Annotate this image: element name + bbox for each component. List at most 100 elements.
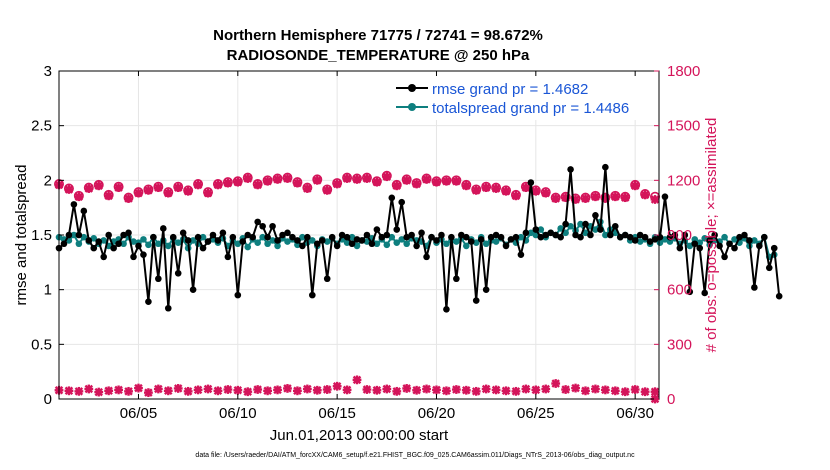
rmse-point — [547, 229, 555, 237]
rmse-point — [567, 166, 574, 173]
obs-assimilated-point — [432, 385, 441, 395]
obs-assimilated-point — [223, 178, 233, 188]
obs-assimilated-point — [650, 195, 660, 204]
totalspread-point — [453, 238, 460, 245]
rmse-point — [736, 233, 743, 241]
obs-assimilated-point — [94, 387, 104, 397]
rmse-point — [696, 244, 704, 252]
obs-assimilated-point — [84, 184, 94, 193]
rmse-point — [691, 240, 699, 248]
obs-assimilated-point — [144, 185, 153, 195]
obs-assimilated-point — [312, 385, 322, 395]
totalspread-point — [527, 229, 535, 237]
y-left-tick-label: 0 — [44, 391, 52, 408]
rmse-point — [130, 253, 137, 261]
rmse-point — [219, 229, 227, 237]
totalspread-point — [517, 233, 525, 241]
rmse-point — [244, 231, 252, 239]
totalspread-point — [636, 238, 644, 245]
series-obs-assimilated — [54, 172, 660, 204]
rmse-point — [582, 220, 589, 228]
totalspread-point — [721, 233, 728, 241]
totalspread-point — [100, 237, 108, 244]
rmse-point — [214, 237, 222, 244]
rmse-point — [706, 237, 713, 244]
rmse-point — [323, 275, 331, 283]
obs-assimilated-point — [392, 386, 402, 396]
totalspread-point — [80, 233, 88, 241]
totalspread-point — [383, 241, 391, 249]
obs-assimilated-point — [124, 194, 133, 203]
rmse-point — [150, 233, 157, 241]
obs-assimilated-point — [581, 386, 590, 396]
obs-assimilated-point — [233, 385, 243, 395]
data-file-footer: data file: /Users/raeder/DAI/ATM_forcXX/… — [195, 452, 635, 459]
obs-assimilated-point — [551, 379, 561, 388]
totalspread-point — [661, 236, 669, 243]
rmse-point — [403, 233, 410, 241]
totalspread-point — [120, 240, 127, 248]
rmse-point — [229, 233, 237, 241]
totalspread-point — [353, 242, 361, 250]
rmse-point — [731, 244, 738, 252]
rmse-point — [115, 240, 122, 248]
rmse-point — [204, 238, 212, 245]
totalspread-point — [174, 239, 182, 246]
rmse-point — [562, 220, 569, 228]
rmse-point — [388, 194, 396, 202]
legend-label-spread: totalspread grand pr = 1.4486 — [432, 100, 629, 117]
rmse-point — [100, 253, 108, 261]
totalspread-point — [189, 237, 197, 244]
rmse-point — [179, 229, 187, 237]
rmse-point — [656, 233, 664, 241]
totalspread-point — [482, 240, 490, 248]
rmse-point — [527, 179, 535, 186]
obs-assimilated-point — [442, 176, 451, 186]
obs-assimilated-point — [362, 385, 372, 394]
obs-assimilated-point — [402, 175, 412, 185]
obs-assimilated-point — [233, 177, 243, 187]
y-right-tick-label: 600 — [667, 282, 692, 299]
obs-assimilated-point — [293, 386, 302, 396]
rmse-point — [160, 225, 167, 232]
obs-assimilated-point — [332, 381, 342, 391]
rmse-point — [775, 292, 783, 300]
rmse-point — [259, 222, 266, 230]
legend-marker-spread — [408, 103, 416, 111]
rmse-point — [477, 236, 485, 243]
obs-assimilated-point — [362, 174, 372, 183]
rmse-point — [487, 233, 495, 241]
totalspread-point — [309, 237, 316, 244]
totalspread-point — [254, 239, 261, 246]
totalspread-point — [577, 220, 584, 228]
totalspread-point — [751, 237, 758, 244]
rmse-point — [756, 242, 763, 250]
rmse-point — [542, 231, 550, 239]
obs-assimilated-point — [173, 183, 183, 193]
obs-assimilated-point — [183, 386, 193, 396]
y-left-tick-label: 1.5 — [31, 227, 52, 244]
rmse-point — [239, 238, 247, 245]
obs-assimilated-point — [412, 385, 422, 395]
rmse-point — [577, 233, 584, 241]
obs-assimilated-point — [640, 190, 650, 200]
totalspread-point — [145, 241, 152, 249]
obs-assimilated-point — [451, 176, 461, 186]
totalspread-point — [155, 240, 162, 248]
obs-assimilated-point — [322, 385, 332, 394]
rmse-point — [497, 233, 505, 241]
totalspread-point — [269, 237, 276, 244]
totalspread-point — [537, 226, 545, 233]
obs-assimilated-point — [451, 385, 461, 394]
totalspread-point — [731, 236, 738, 243]
obs-assimilated-point — [64, 386, 74, 396]
ticks: 06/05 06/10 06/15 06/20 06/25 06/30 0 0.5 1 1.5 2 2… — [31, 63, 700, 422]
obs-assimilated-point — [402, 384, 412, 393]
obs-assimilated-point — [163, 188, 173, 198]
obs-assimilated-point — [352, 375, 362, 385]
obs-assimilated-point — [342, 385, 352, 395]
totalspread-point — [90, 234, 98, 242]
obs-assimilated-point — [392, 181, 402, 191]
obs-assimilated-point — [640, 387, 650, 397]
obs-assimilated-point — [134, 188, 143, 198]
